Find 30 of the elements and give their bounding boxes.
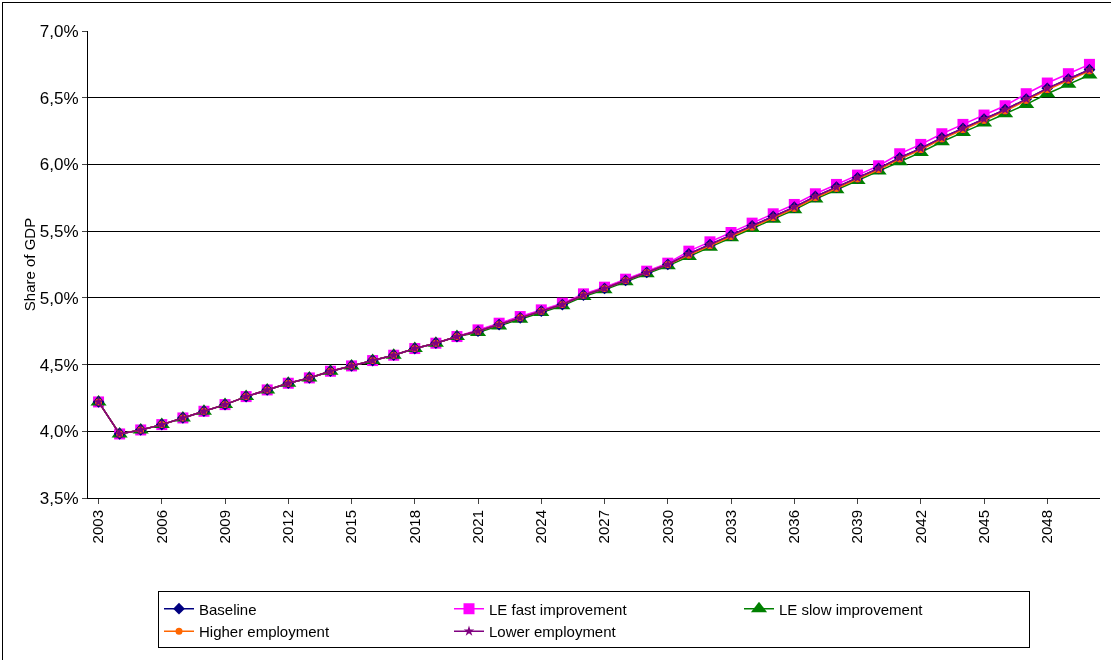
y-tick-label: 4,5% [39,355,79,375]
y-tick-label: 5,0% [39,288,79,308]
y-tick-label: 5,5% [39,222,79,242]
x-tick-label: 2033 [721,510,739,544]
x-tick-label: 2030 [658,510,676,544]
x-tick-label: 2042 [911,510,929,544]
legend-label: Baseline [199,600,257,618]
y-tick-label: 4,0% [39,422,79,442]
x-tick-label: 2024 [532,510,550,544]
x-tick-label: 2003 [89,510,107,544]
legend-label: LE slow improvement [779,600,924,618]
x-tick-label: 2021 [468,510,486,544]
x-tick-label: 2009 [215,510,233,544]
x-tick-label: 2018 [405,510,423,544]
legend-label: Lower employment [489,623,617,640]
y-tick-label: 7,0% [39,21,79,41]
x-tick-label: 2027 [595,510,613,544]
y-tick-label: 6,5% [39,88,79,108]
x-tick-label: 2036 [785,510,803,544]
legend-label: Higher employment [199,623,330,640]
x-tick-label: 2012 [279,510,297,544]
x-tick-label: 2039 [848,510,866,544]
y-tick-label: 3,5% [39,488,79,508]
x-tick-label: 2045 [974,510,992,544]
x-tick-label: 2015 [342,510,360,544]
y-axis-title: Share of GDP [20,217,38,312]
legend-label: LE fast improvement [489,600,628,618]
x-tick-label: 2048 [1038,510,1056,544]
x-tick-label: 2006 [152,510,170,544]
y-tick-label: 6,0% [39,155,79,175]
